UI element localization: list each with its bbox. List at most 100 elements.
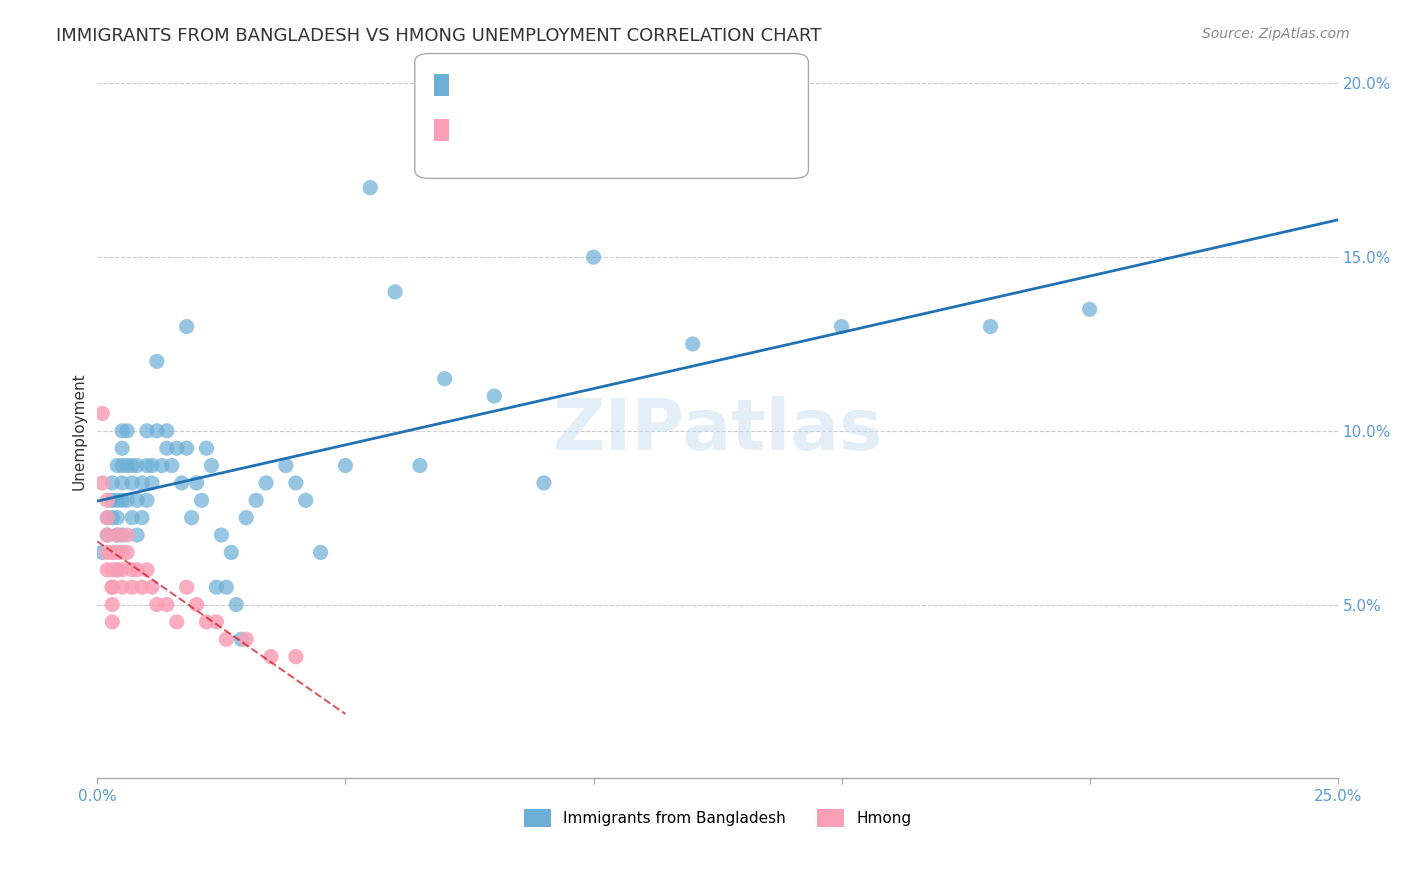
- Point: [136, 424, 159, 438]
- Point: [111, 475, 134, 490]
- Point: [125, 528, 148, 542]
- Legend: Immigrants from Bangladesh, Hmong: Immigrants from Bangladesh, Hmong: [517, 804, 918, 833]
- Text: Source: ZipAtlas.com: Source: ZipAtlas.com: [1202, 27, 1350, 41]
- Point: [176, 580, 198, 594]
- Point: [121, 475, 143, 490]
- Point: [176, 319, 198, 334]
- Point: [91, 407, 114, 421]
- Point: [533, 475, 555, 490]
- Point: [146, 598, 169, 612]
- Point: [121, 580, 143, 594]
- Point: [101, 493, 124, 508]
- Point: [101, 510, 124, 524]
- Point: [205, 615, 228, 629]
- Point: [136, 458, 159, 473]
- Point: [335, 458, 357, 473]
- Point: [96, 493, 118, 508]
- Point: [96, 528, 118, 542]
- Point: [284, 649, 307, 664]
- Point: [156, 424, 179, 438]
- Text: R =  0.429   N = 73: R = 0.429 N = 73: [454, 76, 644, 94]
- Point: [131, 580, 153, 594]
- Point: [111, 458, 134, 473]
- Point: [235, 510, 257, 524]
- Point: [101, 563, 124, 577]
- Point: [166, 441, 188, 455]
- Point: [231, 632, 253, 647]
- Point: [111, 528, 134, 542]
- Point: [105, 493, 128, 508]
- Point: [190, 493, 212, 508]
- Point: [160, 458, 183, 473]
- Point: [274, 458, 297, 473]
- Point: [96, 563, 118, 577]
- Y-axis label: Unemployment: Unemployment: [72, 372, 86, 490]
- Point: [225, 598, 247, 612]
- Point: [582, 250, 605, 264]
- Point: [105, 528, 128, 542]
- Point: [125, 493, 148, 508]
- Point: [141, 580, 163, 594]
- Point: [195, 615, 218, 629]
- Point: [180, 510, 202, 524]
- Point: [209, 528, 232, 542]
- Point: [96, 528, 118, 542]
- Point: [125, 458, 148, 473]
- Point: [141, 475, 163, 490]
- Point: [433, 372, 456, 386]
- Point: [284, 475, 307, 490]
- Point: [141, 458, 163, 473]
- Point: [101, 545, 124, 559]
- Point: [105, 563, 128, 577]
- Point: [166, 615, 188, 629]
- Point: [101, 580, 124, 594]
- Point: [254, 475, 277, 490]
- Text: ZIPatlas: ZIPatlas: [553, 396, 883, 466]
- Point: [125, 563, 148, 577]
- Point: [111, 563, 134, 577]
- Point: [235, 632, 257, 647]
- Point: [105, 545, 128, 559]
- Point: [111, 424, 134, 438]
- Point: [156, 441, 179, 455]
- Point: [150, 458, 173, 473]
- Point: [205, 580, 228, 594]
- Point: [115, 528, 138, 542]
- Point: [96, 510, 118, 524]
- Point: [111, 493, 134, 508]
- Point: [105, 563, 128, 577]
- Point: [101, 615, 124, 629]
- Point: [91, 475, 114, 490]
- Point: [186, 475, 208, 490]
- Point: [215, 580, 238, 594]
- Point: [101, 598, 124, 612]
- Point: [682, 337, 704, 351]
- Point: [115, 493, 138, 508]
- Point: [146, 354, 169, 368]
- Point: [121, 510, 143, 524]
- Point: [384, 285, 406, 299]
- Point: [111, 545, 134, 559]
- Point: [186, 598, 208, 612]
- Point: [979, 319, 1001, 334]
- Point: [484, 389, 506, 403]
- Point: [111, 441, 134, 455]
- Point: [101, 580, 124, 594]
- Point: [115, 458, 138, 473]
- Point: [294, 493, 316, 508]
- Point: [115, 424, 138, 438]
- Point: [221, 545, 243, 559]
- Point: [146, 424, 169, 438]
- Point: [136, 493, 159, 508]
- Point: [131, 510, 153, 524]
- Text: R = -0.312   N = 38: R = -0.312 N = 38: [454, 120, 644, 138]
- Point: [101, 475, 124, 490]
- Point: [1078, 302, 1101, 317]
- Point: [131, 475, 153, 490]
- Point: [156, 598, 179, 612]
- Point: [91, 545, 114, 559]
- Point: [309, 545, 332, 559]
- Point: [200, 458, 222, 473]
- Point: [195, 441, 218, 455]
- Point: [215, 632, 238, 647]
